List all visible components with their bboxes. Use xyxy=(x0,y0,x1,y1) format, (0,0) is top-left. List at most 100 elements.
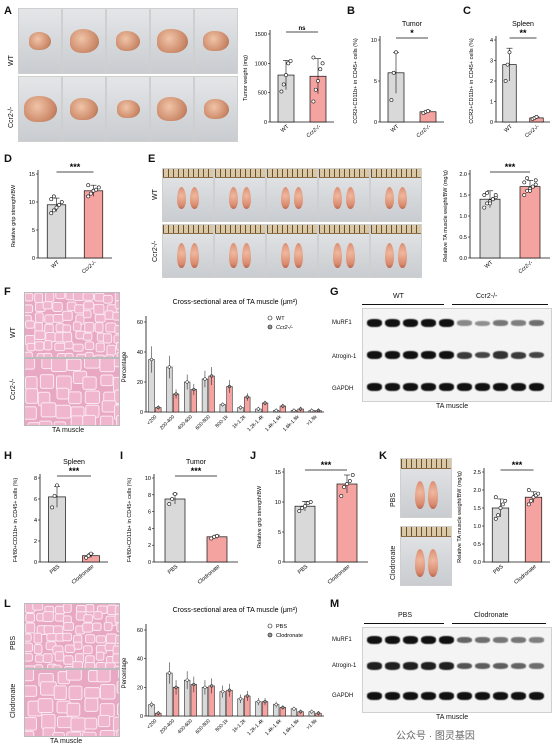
muscle-fiber xyxy=(84,661,96,668)
muscle-fiber xyxy=(25,730,35,736)
muscle-fiber xyxy=(64,341,74,350)
data-point xyxy=(238,697,243,701)
chart-a-tumor-weight: Tumor weight (mg) 0 500 1000 1500 WT Ccr2-/- ns xyxy=(243,26,334,139)
tumor-specimen xyxy=(203,30,229,52)
muscle-fiber xyxy=(84,697,99,712)
data-point xyxy=(529,498,534,503)
muscle-fiber xyxy=(114,300,119,310)
y-tick-label: 60 xyxy=(137,628,143,634)
muscle-fiber xyxy=(50,359,68,372)
muscle-fiber xyxy=(54,613,65,622)
muscle-fiber xyxy=(85,634,96,644)
x-tick-label: 1.4k-1.6k xyxy=(264,414,283,433)
muscle-fiber xyxy=(72,293,85,302)
caption-ta-muscle-f: TA muscle xyxy=(52,427,85,434)
blot-band xyxy=(367,383,382,391)
data-point xyxy=(51,208,56,213)
x-tick-label: 1.2k-1.4k xyxy=(246,414,265,433)
y-axis-label: Percentage xyxy=(122,351,128,382)
muscle-photo xyxy=(162,168,214,222)
data-point xyxy=(350,473,355,477)
muscle-fiber xyxy=(82,622,94,633)
y-tick-label: 1.5 xyxy=(459,193,467,199)
blot-band xyxy=(439,319,454,327)
muscle-fiber xyxy=(94,314,106,323)
tumor-specimen xyxy=(156,28,188,54)
data-point xyxy=(49,197,54,202)
y-tick-label: 2.0 xyxy=(459,172,467,178)
muscle-fiber xyxy=(115,634,119,645)
blot-band xyxy=(475,383,490,391)
y-tick-label: 8 xyxy=(148,493,151,499)
significance-marker: *** xyxy=(512,460,523,470)
blot-band xyxy=(421,351,436,359)
muscle-fiber xyxy=(116,414,119,425)
data-point xyxy=(209,374,214,378)
blot-band xyxy=(457,320,472,326)
data-point xyxy=(482,193,487,197)
x-tick-label: 400-600 xyxy=(177,414,194,431)
chart-title: Spleen xyxy=(63,459,85,466)
muscle-fiber xyxy=(95,635,106,644)
muscle-photo xyxy=(370,168,422,222)
y-axis-label: Relative grip strength/BW xyxy=(257,485,263,548)
blot-band xyxy=(511,383,526,391)
muscle-photo xyxy=(370,224,422,278)
data-point xyxy=(311,55,316,60)
data-point xyxy=(221,402,225,407)
x-tick-label: >1.8k xyxy=(306,718,319,731)
panel-letter-f: F xyxy=(4,286,11,298)
muscle-fiber xyxy=(95,651,105,661)
blot-band xyxy=(529,663,544,669)
chart-b-tumor-ccr2: Tumor CCR2+CD11b+ in CD45+ cells (%) 0 5 10 W… xyxy=(353,21,444,139)
data-point xyxy=(503,498,508,503)
legend-label: Clodronate xyxy=(276,633,303,639)
ta-muscle-photo-grid xyxy=(162,168,424,278)
data-point xyxy=(536,491,541,496)
muscle-fiber xyxy=(52,302,63,313)
muscle-fiber xyxy=(84,717,98,730)
data-point xyxy=(86,553,91,558)
data-point xyxy=(534,114,539,119)
y-tick-label: 15 xyxy=(29,172,35,178)
data-point xyxy=(192,387,196,392)
data-point xyxy=(89,551,93,556)
blot-band xyxy=(421,662,436,670)
blot-band xyxy=(367,351,382,359)
chart-e-ta-weight: Relative TA muscle weight/BW (mg/g) 0.0 0.… xyxy=(443,162,550,275)
data-point xyxy=(256,407,261,411)
data-point xyxy=(86,183,91,188)
muscle-fiber xyxy=(96,670,111,683)
ta-muscle-specimen xyxy=(190,243,199,268)
blot-band xyxy=(511,637,526,643)
tumor-specimen xyxy=(29,32,51,50)
data-point xyxy=(238,405,243,410)
legend-label: PBS xyxy=(276,624,287,630)
muscle-fiber xyxy=(72,343,84,352)
panel-letter-c: C xyxy=(463,5,471,17)
row-label-wt: WT xyxy=(8,55,15,66)
panel-letter-i: I xyxy=(120,450,124,462)
x-tick-label: 400-600 xyxy=(177,718,194,735)
blot-label-atrogin1: Atrogin-1 xyxy=(332,354,357,360)
y-tick-label: 2.5 xyxy=(473,470,481,476)
panel-letter-m: M xyxy=(330,598,340,610)
muscle-fiber xyxy=(84,390,101,404)
tumor-specimen xyxy=(70,97,98,121)
data-point xyxy=(185,380,189,384)
x-tick-label: 600-800 xyxy=(194,414,211,431)
panel-letter-h: H xyxy=(4,450,12,462)
data-point xyxy=(345,482,349,486)
muscle-fiber xyxy=(84,321,95,333)
data-point xyxy=(209,536,214,541)
data-point xyxy=(316,79,320,83)
blot-band xyxy=(403,662,418,670)
muscle-fiber xyxy=(114,293,119,302)
data-point xyxy=(284,73,288,77)
muscle-fiber xyxy=(66,359,82,371)
ta-muscle-specimen xyxy=(333,187,342,209)
data-point xyxy=(174,685,178,689)
ta-muscle-specimen xyxy=(242,187,251,209)
y-tick-label: 0 xyxy=(140,410,143,416)
y-tick-label: 60 xyxy=(137,320,143,326)
